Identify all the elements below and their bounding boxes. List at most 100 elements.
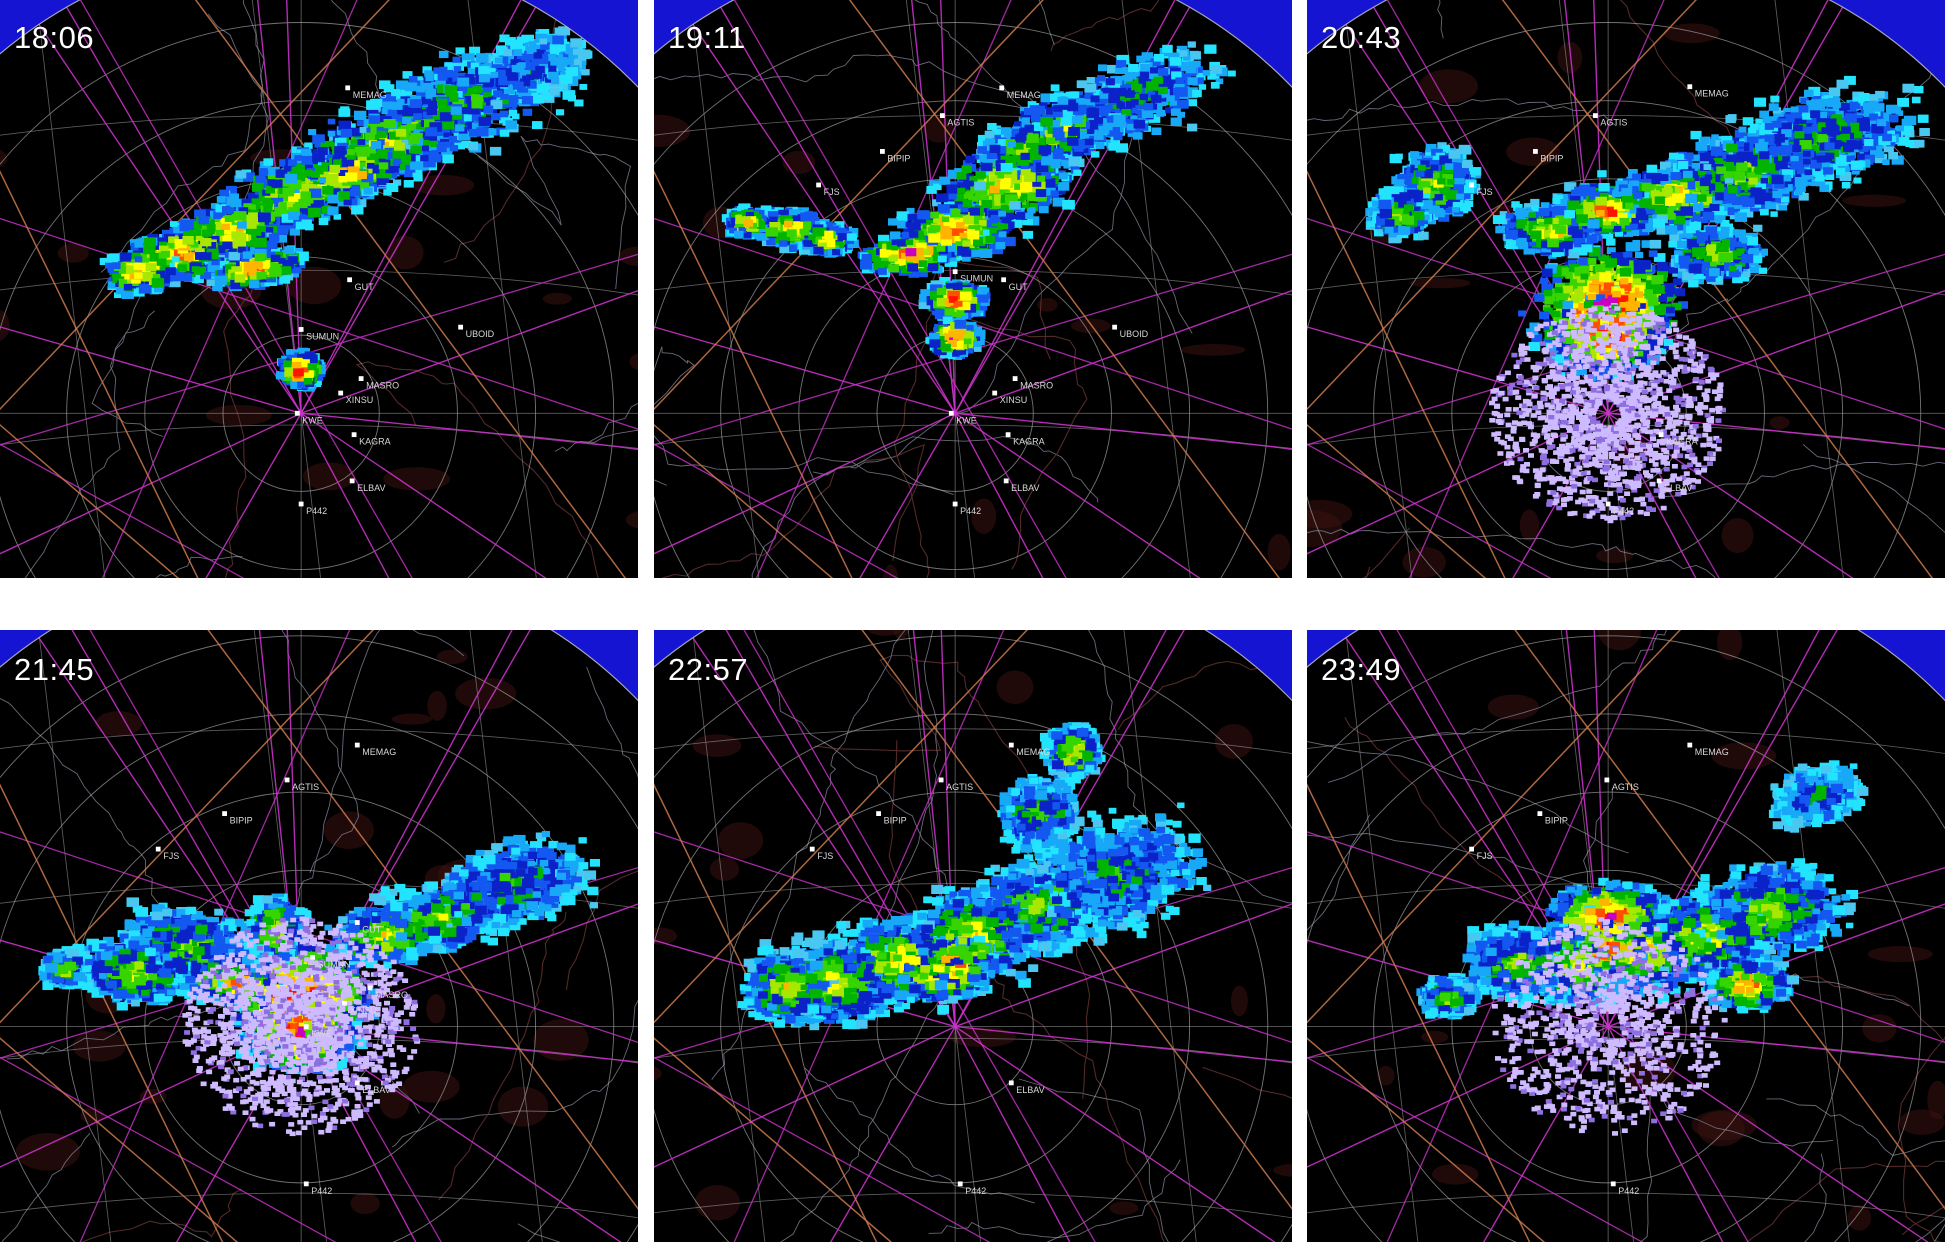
waypoint-marker-bipip[interactable] — [1537, 811, 1543, 816]
waypoint-label-bipip: BIPIP — [887, 153, 910, 163]
waypoint-label-fjs: FJS — [163, 851, 179, 861]
waypoint-marker-gut[interactable] — [1001, 277, 1007, 283]
radar-panel-6[interactable]: MEMAG AGTIS BIPIP FJS P442 23:49 — [1307, 630, 1945, 1242]
waypoint-label-memag: MEMAG — [1016, 747, 1050, 757]
waypoint-marker-kwe[interactable] — [294, 410, 300, 416]
radar-scope: MEMAG AGTIS BIPIP FJS GUT SUMUN MASRO XINSU KWE E… — [0, 630, 638, 1242]
waypoint-marker-p442[interactable] — [957, 1181, 963, 1187]
waypoint-label-p442: P442 — [965, 1186, 986, 1196]
waypoint-label-p442: P442 — [960, 506, 981, 516]
waypoint-marker-elbav[interactable] — [1003, 478, 1009, 484]
waypoint-marker-fjs[interactable] — [809, 846, 815, 852]
waypoint-label-p442: P442 — [1613, 506, 1634, 516]
waypoint-label-xinsu: XINSU — [346, 395, 374, 405]
bright-band-ring — [1491, 917, 1728, 1136]
radar-panel-3[interactable]: MEMAG AGTIS BIPIP FJS KAGRA ELBAV P442 20:43 — [1307, 0, 1945, 578]
waypoint-marker-fjs[interactable] — [155, 846, 161, 852]
waypoint-marker-sumun[interactable] — [310, 955, 316, 960]
waypoint-marker-elbav[interactable] — [1656, 478, 1662, 484]
waypoint-marker-masro[interactable] — [358, 376, 364, 381]
waypoint-marker-p442[interactable] — [303, 1181, 309, 1187]
waypoint-marker-xinsu[interactable] — [338, 390, 344, 396]
waypoint-label-memag: MEMAG — [1695, 89, 1729, 99]
waypoint-marker-kwe[interactable] — [303, 1024, 309, 1029]
waypoint-marker-memag[interactable] — [999, 85, 1005, 91]
waypoint-marker-masro[interactable] — [1012, 376, 1018, 381]
waypoint-marker-masro[interactable] — [367, 985, 373, 991]
waypoint-marker-xinsu[interactable] — [342, 1000, 347, 1006]
bright-band-ring — [182, 916, 421, 1137]
waypoint-marker-elbav[interactable] — [1008, 1080, 1014, 1086]
waypoint-label-elbav: ELBAV — [362, 1085, 390, 1095]
waypoint-marker-fjs[interactable] — [816, 182, 822, 188]
waypoint-marker-fjs[interactable] — [1469, 846, 1475, 852]
waypoint-marker-memag[interactable] — [1687, 84, 1693, 90]
waypoint-marker-kwe[interactable] — [948, 410, 954, 416]
waypoint-label-xinsu: XINSU — [1000, 395, 1028, 405]
panel-time-label: 18:06 — [14, 20, 94, 56]
waypoint-marker-agtis[interactable] — [1592, 113, 1598, 118]
waypoint-marker-elbav[interactable] — [354, 1080, 360, 1086]
waypoint-marker-agtis[interactable] — [938, 777, 944, 783]
radar-scope: MEMAG GUT SUMUN UBOID MASRO XINSU KWE KAGRA ELBA… — [0, 0, 638, 578]
waypoint-marker-uboid[interactable] — [1112, 324, 1118, 330]
terrain-shading — [654, 630, 1292, 1242]
waypoint-label-kagra: KAGRA — [1013, 437, 1045, 447]
waypoint-marker-memag[interactable] — [1687, 742, 1693, 748]
waypoint-marker-bipip[interactable] — [876, 811, 881, 816]
radar-panel-1[interactable]: MEMAG GUT SUMUN UBOID MASRO XINSU KWE KAGRA ELBA… — [0, 0, 638, 578]
waypoint-marker-memag[interactable] — [354, 742, 360, 748]
waypoint-marker-p442[interactable] — [952, 501, 958, 507]
reflectivity-echoes — [99, 26, 593, 392]
waypoint-label-masro: MASRO — [1020, 381, 1053, 391]
waypoint-marker-kagra[interactable] — [1005, 432, 1011, 438]
waypoint-label-masro: MASRO — [375, 990, 408, 1000]
waypoint-label-kwe: KWE — [956, 415, 977, 425]
waypoint-marker-bipip[interactable] — [1533, 149, 1538, 154]
waypoint-marker-p442[interactable] — [1610, 1181, 1616, 1187]
waypoint-marker-agtis[interactable] — [939, 113, 945, 118]
waypoint-marker-elbav[interactable] — [349, 478, 355, 484]
waypoint-label-gut: GUT — [1009, 282, 1029, 292]
waypoint-label-elbav: ELBAV — [357, 483, 385, 493]
radar-panel-2[interactable]: MEMAG AGTIS BIPIP FJS GUT SUMUN UBOID MASRO XINS… — [654, 0, 1292, 578]
waypoint-marker-p442[interactable] — [298, 501, 304, 507]
waypoint-marker-sumun[interactable] — [298, 327, 304, 332]
panel-time-label: 22:57 — [668, 652, 748, 688]
waypoint-marker-kagra[interactable] — [1658, 432, 1664, 438]
waypoint-label-fjs: FJS — [1477, 851, 1493, 861]
waypoint-marker-agtis[interactable] — [284, 777, 290, 783]
waypoint-label-p442: P442 — [311, 1186, 332, 1196]
waypoint-label-gut: GUT — [355, 282, 375, 292]
waypoint-label-agtis: AGTIS — [946, 782, 973, 792]
waypoint-marker-uboid[interactable] — [458, 324, 464, 330]
waypoints: MEMAG AGTIS BIPIP FJS GUT SUMUN UBOID MASRO XINS… — [816, 85, 1149, 516]
waypoint-marker-sumun[interactable] — [952, 269, 958, 275]
map-borders — [654, 0, 1224, 578]
panel-time-label: 20:43 — [1321, 20, 1401, 56]
waypoint-label-kagra: KAGRA — [1666, 437, 1698, 447]
waypoint-marker-fjs[interactable] — [1469, 182, 1475, 188]
radar-panel-4[interactable]: MEMAG AGTIS BIPIP FJS GUT SUMUN MASRO XINSU KWE E… — [0, 630, 638, 1242]
waypoint-marker-memag[interactable] — [1008, 742, 1014, 748]
waypoint-label-bipip: BIPIP — [1540, 153, 1563, 163]
waypoint-label-kwe: KWE — [311, 1029, 332, 1039]
waypoint-marker-gut[interactable] — [347, 277, 353, 283]
waypoint-marker-memag[interactable] — [345, 85, 351, 91]
panel-time-label: 23:49 — [1321, 652, 1401, 688]
waypoint-marker-kagra[interactable] — [351, 432, 357, 438]
waypoint-label-sumun: SUMUN — [318, 959, 351, 969]
waypoint-label-bipip: BIPIP — [230, 816, 253, 826]
waypoint-label-memag: MEMAG — [362, 747, 396, 757]
waypoint-label-memag: MEMAG — [1007, 90, 1041, 100]
waypoint-marker-agtis[interactable] — [1604, 777, 1610, 783]
waypoint-marker-xinsu[interactable] — [992, 390, 998, 396]
waypoints: MEMAG AGTIS BIPIP FJS GUT SUMUN MASRO XINSU KWE E… — [155, 742, 408, 1196]
waypoint-marker-bipip[interactable] — [880, 149, 885, 154]
waypoint-label-uboid: UBOID — [1120, 329, 1149, 339]
waypoint-marker-p442[interactable] — [1605, 501, 1611, 507]
waypoint-marker-bipip[interactable] — [222, 811, 227, 816]
waypoint-label-elbav: ELBAV — [1011, 483, 1039, 493]
waypoint-marker-gut[interactable] — [354, 920, 360, 925]
radar-panel-5[interactable]: MEMAG AGTIS BIPIP FJS ELBAV P442 22:57 — [654, 630, 1292, 1242]
